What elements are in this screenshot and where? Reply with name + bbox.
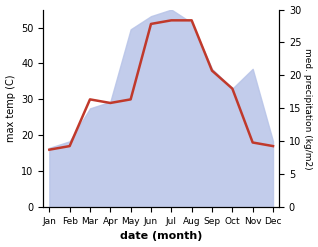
Y-axis label: med. precipitation (kg/m2): med. precipitation (kg/m2) (303, 48, 313, 169)
Y-axis label: max temp (C): max temp (C) (5, 75, 16, 142)
X-axis label: date (month): date (month) (120, 231, 202, 242)
